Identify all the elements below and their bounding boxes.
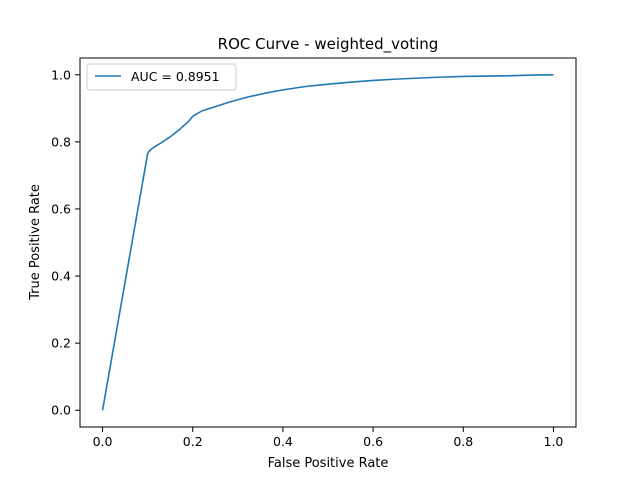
y-tick-label: 0.8 xyxy=(51,134,71,149)
series-line-roc xyxy=(101,73,554,411)
chart-title: ROC Curve - weighted_voting xyxy=(218,35,439,54)
x-tick-label: 0.4 xyxy=(273,434,293,449)
x-tick-label: 1.0 xyxy=(544,434,564,449)
y-tick-label: 1.0 xyxy=(51,67,71,82)
x-axis-label: False Positive Rate xyxy=(268,456,389,471)
x-tick-label: 0.0 xyxy=(93,434,113,449)
x-tick-label: 0.2 xyxy=(183,434,203,449)
y-tick-label: 0.0 xyxy=(51,403,71,418)
plot-frame xyxy=(79,57,577,428)
y-axis-label: True Positive Rate xyxy=(28,184,43,301)
x-tick-label: 0.6 xyxy=(363,434,383,449)
y-tick-label: 0.2 xyxy=(51,336,71,351)
y-tick-label: 0.6 xyxy=(51,201,71,216)
y-tick-label: 0.4 xyxy=(51,269,71,284)
legend: AUC = 0.8951 xyxy=(86,63,237,91)
legend-label: AUC = 0.8951 xyxy=(131,69,220,84)
x-axis-ticks: 0.0 0.2 0.4 0.6 0.8 1.0 xyxy=(93,427,564,449)
legend-box xyxy=(86,63,237,91)
y-axis-ticks: 0.0 0.2 0.4 0.6 0.8 1.0 xyxy=(51,67,80,418)
x-tick-label: 0.8 xyxy=(453,434,473,449)
